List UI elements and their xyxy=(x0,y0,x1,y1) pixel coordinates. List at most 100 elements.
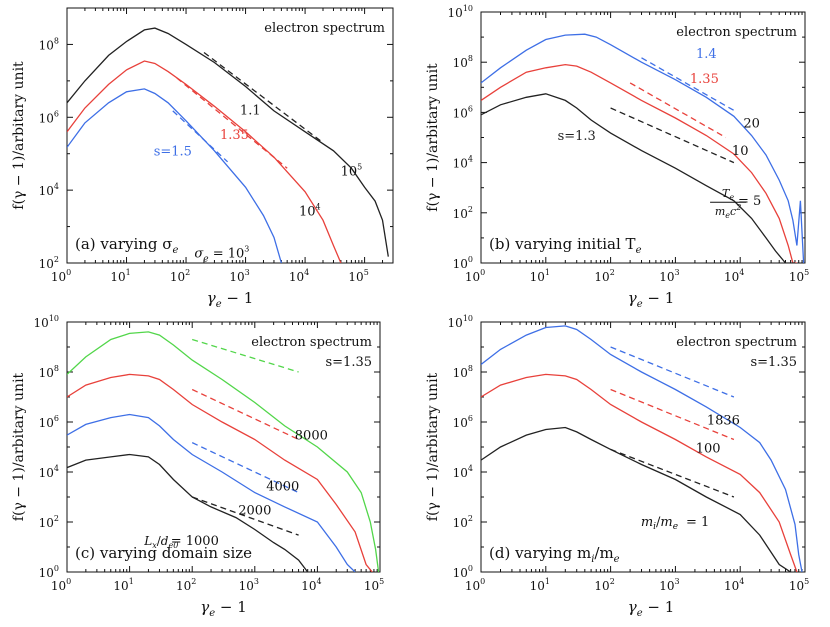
panel-title: electron spectrum xyxy=(676,25,797,40)
x-tick-label: 100 xyxy=(51,268,71,284)
spectrum-curve-2 xyxy=(67,88,283,263)
y-tick-label: 1010 xyxy=(34,314,59,330)
x-axis-label: γe − 1 xyxy=(207,289,254,310)
spectrum-curve-1 xyxy=(67,60,342,263)
spectrum-curve-0 xyxy=(481,33,805,263)
plot-frame xyxy=(66,7,394,264)
spectrum-curve-2 xyxy=(481,93,795,263)
x-tick-label: 105 xyxy=(364,577,384,593)
x-tick-label: 100 xyxy=(465,577,485,593)
curves xyxy=(481,33,805,263)
curves xyxy=(481,325,803,572)
panel-b: 100 101 102 103 104 105 100 102 104 106 108 1010 γe … xyxy=(425,4,809,310)
power-law-guide-0 xyxy=(192,338,299,373)
slope-label: 1.1 xyxy=(240,103,261,118)
power-law-guide-1 xyxy=(629,82,727,139)
curve-label: = 1 xyxy=(686,515,709,530)
panel-label: (d) varying mi/me xyxy=(489,544,620,565)
x-tick-label: 104 xyxy=(301,577,321,593)
x-tick-label: 102 xyxy=(594,268,614,284)
panel-title: electron spectrum xyxy=(251,335,372,350)
power-law-guide-1 xyxy=(610,388,735,441)
te-fraction-numerator: Te xyxy=(722,187,734,202)
curve-label: = 5 xyxy=(738,194,761,209)
power-law-guide-2 xyxy=(610,448,735,498)
x-tick-label: 100 xyxy=(51,577,71,593)
curve-label: 20 xyxy=(743,117,760,132)
spectrum-curve-2 xyxy=(67,413,356,572)
y-tick-label: 106 xyxy=(39,109,59,125)
x-axis-label: γe − 1 xyxy=(628,598,675,619)
panel-c: 100 101 102 103 104 105 100 102 104 106 108 1010 γe … xyxy=(11,314,384,619)
y-tick-label: 100 xyxy=(39,564,59,580)
y-tick-label: 104 xyxy=(453,464,473,480)
spectrum-curve-1 xyxy=(67,373,373,572)
x-tick-label: 105 xyxy=(789,268,809,284)
x-tick-label: 105 xyxy=(789,577,809,593)
panel-title: electron spectrum xyxy=(264,21,385,36)
power-law-guide-2 xyxy=(172,110,229,163)
y-tick-label: 102 xyxy=(39,255,59,271)
panel-title: electron spectrum xyxy=(676,335,797,350)
y-tick-label: 1010 xyxy=(448,4,473,20)
curve-label: 105 xyxy=(341,163,363,180)
spectrum-curve-1 xyxy=(481,373,798,572)
curve-label: 8000 xyxy=(295,428,328,443)
x-axis-label: γe − 1 xyxy=(200,598,247,619)
spectrum-curve-0 xyxy=(481,325,803,572)
curves xyxy=(67,27,389,263)
power-law-guide-3 xyxy=(191,496,299,536)
x-tick-label: 104 xyxy=(724,577,744,593)
slope-label: 1.35 xyxy=(690,72,719,87)
slope-label: 1.4 xyxy=(696,47,717,62)
slope-label: 1.35 xyxy=(220,128,249,143)
power-law-guide-0 xyxy=(203,51,324,144)
curve-label: 2000 xyxy=(238,503,271,518)
curve-label: 100 xyxy=(696,442,721,457)
slope-label: s=1.3 xyxy=(558,129,596,144)
y-axis-label: f(γ − 1)/arbitary unit xyxy=(425,372,441,521)
y-tick-label: 108 xyxy=(39,36,59,52)
spectrum-curve-1 xyxy=(481,63,797,263)
panel-subtitle: s=1.35 xyxy=(750,355,797,370)
y-tick-label: 106 xyxy=(453,104,473,120)
y-axis-label: f(γ − 1)/arbitary unit xyxy=(11,372,27,521)
x-tick-label: 101 xyxy=(530,577,550,593)
panel-subtitle: s=1.35 xyxy=(325,355,372,370)
x-tick-label: 101 xyxy=(113,577,133,593)
spectrum-curve-0 xyxy=(67,331,380,572)
x-tick-label: 104 xyxy=(724,268,744,284)
slope-label: s=1.5 xyxy=(154,144,192,159)
y-tick-label: 108 xyxy=(453,54,473,70)
x-tick-label: 103 xyxy=(229,268,249,284)
curve-label: 1836 xyxy=(707,413,740,428)
panel-d: 100 101 102 103 104 105 100 102 104 106 108 1010 γe … xyxy=(425,314,809,619)
curves xyxy=(67,331,380,572)
x-tick-label: 103 xyxy=(239,577,259,593)
curve-label: 104 xyxy=(299,203,321,220)
y-tick-label: 104 xyxy=(39,182,59,198)
mass-ratio-symbol: mi/me xyxy=(641,515,678,532)
y-tick-label: 1010 xyxy=(448,314,473,330)
power-law-guide-2 xyxy=(610,107,735,164)
y-tick-label: 108 xyxy=(39,364,59,380)
y-axis-label: f(γ − 1)/arbitary unit xyxy=(425,63,441,212)
x-tick-label: 102 xyxy=(170,268,190,284)
y-tick-label: 102 xyxy=(39,514,59,530)
x-tick-label: 101 xyxy=(530,268,550,284)
domain-size-symbol: Lx/de0 xyxy=(143,534,178,550)
panel-label: (a) varying σe xyxy=(75,235,179,256)
x-tick-label: 105 xyxy=(348,268,368,284)
x-tick-label: 103 xyxy=(659,268,679,284)
y-tick-label: 104 xyxy=(39,464,59,480)
te-fraction-denominator: mec2 xyxy=(715,203,741,220)
curve-label: 10 xyxy=(732,144,749,159)
y-tick-label: 100 xyxy=(453,255,473,271)
y-tick-label: 106 xyxy=(39,414,59,430)
x-axis-label: γe − 1 xyxy=(628,289,675,310)
y-axis-label: f(γ − 1)/arbitary unit xyxy=(11,61,27,210)
spectrum-curve-0 xyxy=(67,27,389,257)
curve-label: σe = 103 xyxy=(194,245,249,265)
